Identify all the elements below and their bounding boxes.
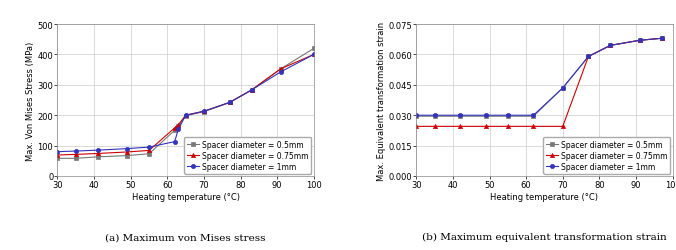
Spacer diameter = 1mm [53, 150, 62, 154]
Spacer diameter = 1mm [504, 114, 512, 117]
Spacer diameter = 0.5mm [94, 156, 102, 159]
Spacer diameter = 1mm [247, 89, 256, 92]
Spacer diameter = 0.5mm [635, 40, 644, 43]
Spacer diameter = 0.5mm [276, 68, 285, 71]
Line: Spacer diameter = 1mm: Spacer diameter = 1mm [414, 37, 664, 118]
Spacer diameter = 0.75mm [53, 154, 62, 157]
Spacer diameter = 0.75mm [170, 127, 178, 130]
Text: (a) Maximum von Mises stress: (a) Maximum von Mises stress [105, 232, 266, 241]
Spacer diameter = 1mm [170, 140, 178, 143]
Spacer diameter = 1mm [559, 87, 567, 90]
Y-axis label: Max. Von Mises Stress (MPa): Max. Von Mises Stress (MPa) [26, 41, 34, 160]
Line: Spacer diameter = 0.75mm: Spacer diameter = 0.75mm [55, 53, 316, 158]
Spacer diameter = 0.5mm [310, 48, 318, 51]
Spacer diameter = 0.5mm [658, 38, 666, 40]
Spacer diameter = 0.75mm [276, 68, 285, 71]
Spacer diameter = 1mm [584, 56, 592, 59]
Spacer diameter = 1mm [310, 54, 318, 57]
Spacer diameter = 0.75mm [145, 149, 153, 152]
Legend: Spacer diameter = 0.5mm, Spacer diameter = 0.75mm, Spacer diameter = 1mm: Spacer diameter = 0.5mm, Spacer diameter… [185, 137, 312, 174]
Spacer diameter = 1mm [456, 114, 464, 117]
Spacer diameter = 0.75mm [412, 125, 420, 128]
Spacer diameter = 0.5mm [504, 115, 512, 118]
Spacer diameter = 0.5mm [606, 45, 614, 48]
Spacer diameter = 1mm [431, 114, 439, 117]
Spacer diameter = 0.5mm [174, 126, 183, 128]
Spacer diameter = 1mm [200, 110, 208, 113]
X-axis label: Heating temperature (°C): Heating temperature (°C) [132, 192, 239, 201]
Spacer diameter = 0.75mm [182, 114, 190, 117]
Spacer diameter = 0.5mm [200, 110, 208, 114]
Spacer diameter = 1mm [482, 114, 490, 117]
Spacer diameter = 0.5mm [529, 115, 537, 118]
Spacer diameter = 0.5mm [482, 115, 490, 118]
Spacer diameter = 0.75mm [456, 125, 464, 128]
Spacer diameter = 0.75mm [504, 125, 512, 128]
Spacer diameter = 1mm [123, 148, 131, 150]
Spacer diameter = 0.75mm [482, 125, 490, 128]
Spacer diameter = 0.5mm [72, 157, 80, 160]
Spacer diameter = 0.75mm [200, 110, 208, 113]
Line: Spacer diameter = 0.5mm: Spacer diameter = 0.5mm [55, 47, 316, 161]
Spacer diameter = 0.5mm [456, 115, 464, 118]
Legend: Spacer diameter = 0.5mm, Spacer diameter = 0.75mm, Spacer diameter = 1mm: Spacer diameter = 0.5mm, Spacer diameter… [544, 137, 671, 174]
Spacer diameter = 1mm [72, 150, 80, 153]
Spacer diameter = 1mm [412, 114, 420, 117]
Spacer diameter = 0.75mm [658, 38, 666, 40]
Spacer diameter = 0.5mm [53, 157, 62, 160]
Line: Spacer diameter = 1mm: Spacer diameter = 1mm [55, 53, 316, 154]
Spacer diameter = 0.75mm [123, 151, 131, 154]
Spacer diameter = 0.75mm [635, 40, 644, 43]
Spacer diameter = 0.75mm [310, 54, 318, 57]
Spacer diameter = 0.75mm [431, 125, 439, 128]
Spacer diameter = 0.5mm [145, 153, 153, 156]
Spacer diameter = 1mm [606, 45, 614, 48]
Spacer diameter = 0.75mm [606, 45, 614, 48]
X-axis label: Heating temperature (°C): Heating temperature (°C) [491, 192, 598, 201]
Spacer diameter = 0.75mm [226, 102, 234, 104]
Text: (b) Maximum equivalent transformation strain: (b) Maximum equivalent transformation st… [422, 232, 667, 241]
Spacer diameter = 1mm [658, 38, 666, 40]
Line: Spacer diameter = 0.5mm: Spacer diameter = 0.5mm [414, 37, 664, 119]
Line: Spacer diameter = 0.75mm: Spacer diameter = 0.75mm [414, 37, 664, 129]
Spacer diameter = 1mm [529, 114, 537, 117]
Y-axis label: Max. Equivalent transformation strain: Max. Equivalent transformation strain [377, 22, 385, 180]
Spacer diameter = 0.5mm [559, 87, 567, 90]
Spacer diameter = 0.75mm [72, 153, 80, 156]
Spacer diameter = 0.75mm [247, 89, 256, 92]
Spacer diameter = 1mm [182, 114, 190, 117]
Spacer diameter = 0.5mm [431, 115, 439, 118]
Spacer diameter = 0.75mm [529, 125, 537, 128]
Spacer diameter = 1mm [226, 102, 234, 104]
Spacer diameter = 0.75mm [174, 124, 183, 127]
Spacer diameter = 0.5mm [412, 115, 420, 118]
Spacer diameter = 1mm [635, 40, 644, 43]
Spacer diameter = 0.5mm [170, 130, 178, 132]
Spacer diameter = 0.75mm [584, 56, 592, 59]
Spacer diameter = 0.5mm [584, 56, 592, 59]
Spacer diameter = 1mm [276, 71, 285, 74]
Spacer diameter = 1mm [145, 146, 153, 149]
Spacer diameter = 0.5mm [226, 102, 234, 104]
Spacer diameter = 1mm [94, 149, 102, 152]
Spacer diameter = 1mm [174, 128, 183, 132]
Spacer diameter = 0.5mm [123, 154, 131, 158]
Spacer diameter = 0.5mm [247, 89, 256, 92]
Spacer diameter = 0.5mm [182, 115, 190, 118]
Spacer diameter = 0.75mm [94, 152, 102, 155]
Spacer diameter = 0.75mm [559, 125, 567, 128]
